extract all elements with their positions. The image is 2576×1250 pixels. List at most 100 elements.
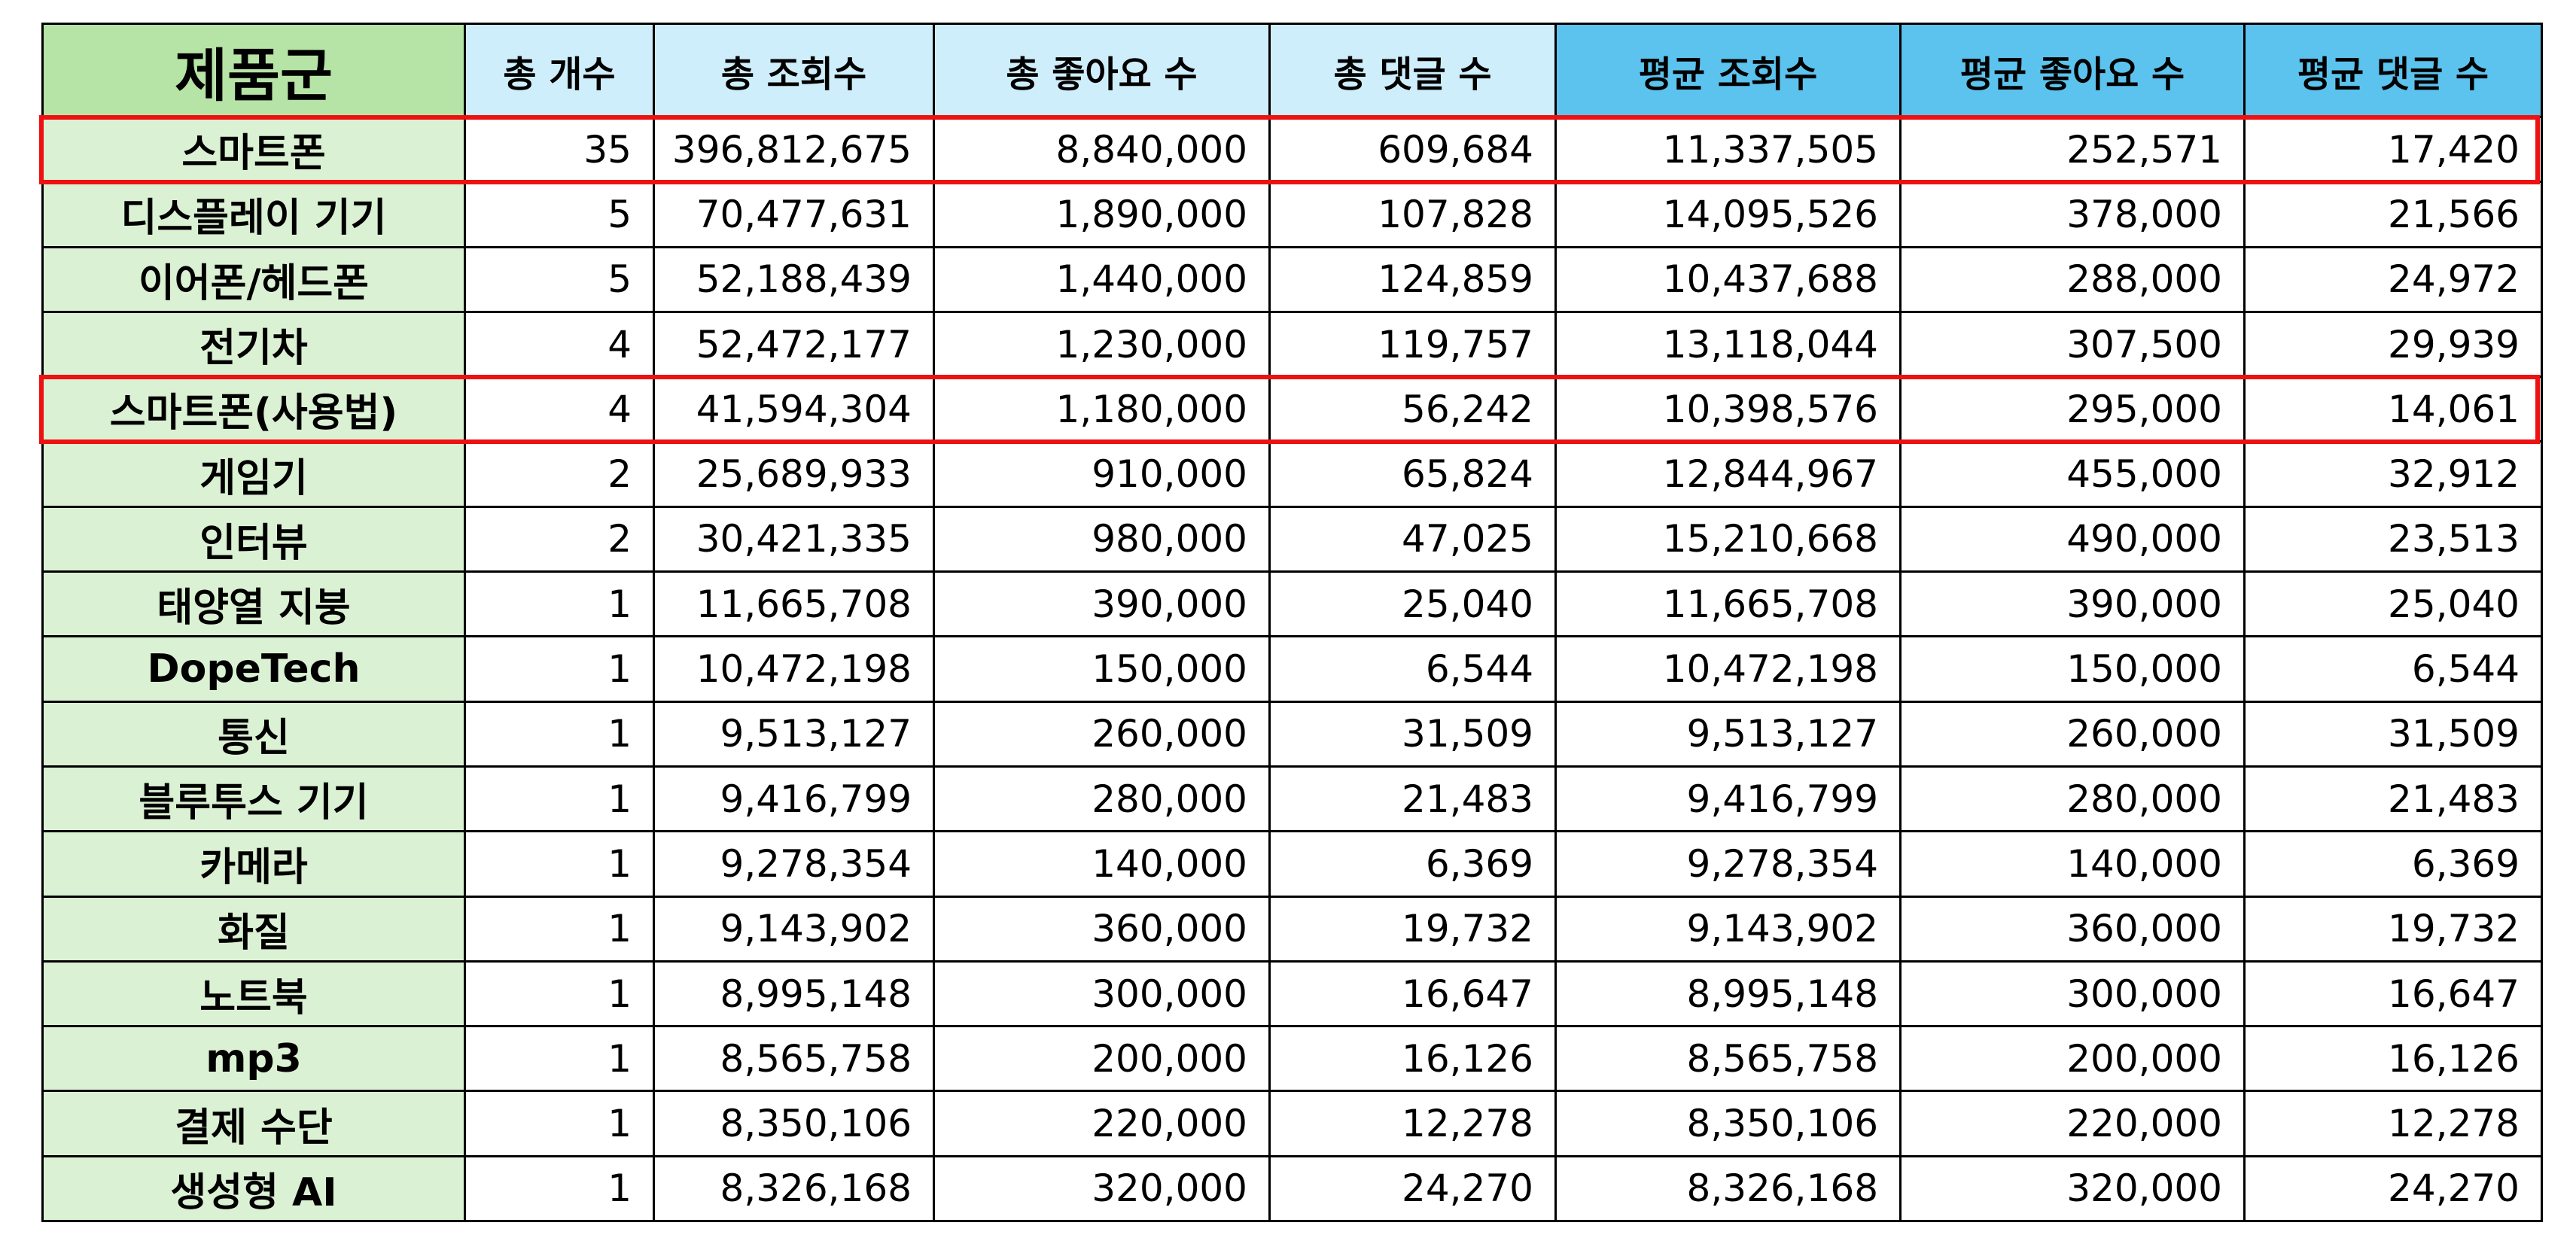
header-total-comments: 총 댓글 수: [1268, 23, 1557, 118]
cell-avg-comments: 19,732: [2243, 895, 2543, 963]
cell-category: 화질: [41, 895, 466, 963]
cell-total-count: 1: [464, 895, 655, 963]
table-row: 통신 1 9,513,127 260,000 31,509 9,513,127 260,00…: [41, 700, 2543, 768]
product-category-stats-table: 제품군 총 개수 총 조회수 총 좋아요 수 총 댓글 수 평균 조회수 평균 …: [41, 23, 2543, 1223]
header-total-views: 총 조회수: [653, 23, 935, 118]
cell-avg-comments: 6,544: [2243, 635, 2543, 703]
table-row: mp3 1 8,565,758 200,000 16,126 8,565,758 200,0…: [41, 1025, 2543, 1093]
cell-total-likes: 320,000: [933, 1154, 1271, 1223]
table-row: 블루투스 기기 1 9,416,799 280,000 21,483 9,416,799 2…: [41, 765, 2543, 833]
cell-avg-views: 10,472,198: [1554, 635, 1902, 703]
cell-avg-likes: 490,000: [1899, 505, 2246, 573]
cell-total-comments: 25,040: [1268, 570, 1557, 638]
cell-total-comments: 31,509: [1268, 700, 1557, 768]
cell-avg-views: 10,398,576: [1554, 376, 1902, 443]
cell-total-likes: 1,890,000: [933, 181, 1271, 248]
cell-avg-views: 9,143,902: [1554, 895, 1902, 963]
cell-avg-comments: 23,513: [2243, 505, 2543, 573]
cell-category: 태양열 지붕: [41, 570, 466, 638]
cell-avg-likes: 320,000: [1899, 1154, 2246, 1223]
cell-avg-likes: 200,000: [1899, 1025, 2246, 1093]
cell-total-views: 9,416,799: [653, 765, 935, 833]
cell-total-likes: 390,000: [933, 570, 1271, 638]
cell-total-views: 396,812,675: [653, 115, 935, 184]
cell-avg-views: 8,565,758: [1554, 1025, 1902, 1093]
cell-total-count: 1: [464, 1154, 655, 1223]
cell-avg-views: 9,513,127: [1554, 700, 1902, 768]
cell-total-comments: 16,126: [1268, 1025, 1557, 1093]
cell-avg-views: 12,844,967: [1554, 440, 1902, 508]
cell-total-likes: 1,440,000: [933, 245, 1271, 313]
cell-avg-comments: 14,061: [2243, 376, 2543, 443]
header-row: 제품군 총 개수 총 조회수 총 좋아요 수 총 댓글 수 평균 조회수 평균 …: [41, 23, 2543, 118]
cell-total-likes: 1,230,000: [933, 310, 1271, 379]
cell-total-views: 41,594,304: [653, 376, 935, 443]
cell-avg-likes: 300,000: [1899, 960, 2246, 1028]
cell-total-views: 8,565,758: [653, 1025, 935, 1093]
cell-total-comments: 16,647: [1268, 960, 1557, 1028]
cell-total-likes: 980,000: [933, 505, 1271, 573]
cell-total-count: 4: [464, 376, 655, 443]
cell-total-views: 8,995,148: [653, 960, 935, 1028]
cell-avg-comments: 24,270: [2243, 1154, 2543, 1223]
table-row: DopeTech 1 10,472,198 150,000 6,544 10,472,19…: [41, 635, 2543, 703]
table-row: 결제 수단 1 8,350,106 220,000 12,278 8,350,106 220…: [41, 1090, 2543, 1157]
cell-avg-likes: 455,000: [1899, 440, 2246, 508]
cell-category: 스마트폰: [41, 115, 466, 184]
cell-total-likes: 1,180,000: [933, 376, 1271, 443]
cell-avg-comments: 31,509: [2243, 700, 2543, 768]
cell-avg-views: 15,210,668: [1554, 505, 1902, 573]
cell-total-count: 1: [464, 830, 655, 898]
cell-avg-likes: 360,000: [1899, 895, 2246, 963]
cell-category: 인터뷰: [41, 505, 466, 573]
cell-category: 카메라: [41, 830, 466, 898]
cell-total-comments: 24,270: [1268, 1154, 1557, 1223]
cell-category: 블루투스 기기: [41, 765, 466, 833]
cell-total-likes: 8,840,000: [933, 115, 1271, 184]
cell-total-comments: 6,544: [1268, 635, 1557, 703]
header-category: 제품군: [41, 23, 466, 118]
cell-total-count: 1: [464, 765, 655, 833]
cell-avg-likes: 390,000: [1899, 570, 2246, 638]
cell-total-likes: 140,000: [933, 830, 1271, 898]
cell-total-views: 25,689,933: [653, 440, 935, 508]
cell-category: 결제 수단: [41, 1090, 466, 1157]
cell-total-views: 52,472,177: [653, 310, 935, 379]
cell-avg-comments: 25,040: [2243, 570, 2543, 638]
cell-avg-likes: 378,000: [1899, 181, 2246, 248]
cell-total-views: 10,472,198: [653, 635, 935, 703]
cell-total-likes: 910,000: [933, 440, 1271, 508]
cell-avg-comments: 32,912: [2243, 440, 2543, 508]
cell-total-comments: 107,828: [1268, 181, 1557, 248]
cell-total-count: 4: [464, 310, 655, 379]
cell-total-views: 11,665,708: [653, 570, 935, 638]
cell-total-comments: 47,025: [1268, 505, 1557, 573]
cell-category: 게임기: [41, 440, 466, 508]
table-row: 전기차 4 52,472,177 1,230,000 119,757 13,118,044…: [41, 310, 2543, 379]
cell-category: DopeTech: [41, 635, 466, 703]
cell-total-count: 2: [464, 505, 655, 573]
cell-avg-comments: 12,278: [2243, 1090, 2543, 1157]
cell-avg-likes: 220,000: [1899, 1090, 2246, 1157]
cell-category: mp3: [41, 1025, 466, 1093]
table-row: 이어폰/헤드폰 5 52,188,439 1,440,000 124,859 10,437…: [41, 245, 2543, 313]
cell-total-count: 1: [464, 1090, 655, 1157]
cell-total-comments: 609,684: [1268, 115, 1557, 184]
cell-total-likes: 200,000: [933, 1025, 1271, 1093]
cell-category: 전기차: [41, 310, 466, 379]
header-avg-comments: 평균 댓글 수: [2243, 23, 2543, 118]
cell-category: 이어폰/헤드폰: [41, 245, 466, 313]
cell-avg-views: 8,326,168: [1554, 1154, 1902, 1223]
cell-avg-likes: 280,000: [1899, 765, 2246, 833]
cell-total-comments: 6,369: [1268, 830, 1557, 898]
cell-total-count: 1: [464, 635, 655, 703]
cell-avg-views: 14,095,526: [1554, 181, 1902, 248]
cell-total-views: 9,143,902: [653, 895, 935, 963]
cell-category: 스마트폰(사용법): [41, 376, 466, 443]
cell-total-count: 1: [464, 1025, 655, 1093]
cell-total-count: 1: [464, 960, 655, 1028]
cell-total-views: 8,326,168: [653, 1154, 935, 1223]
cell-total-count: 35: [464, 115, 655, 184]
table-row: 스마트폰 35 396,812,675 8,840,000 609,684 11,337,…: [41, 115, 2543, 184]
cell-total-views: 52,188,439: [653, 245, 935, 313]
